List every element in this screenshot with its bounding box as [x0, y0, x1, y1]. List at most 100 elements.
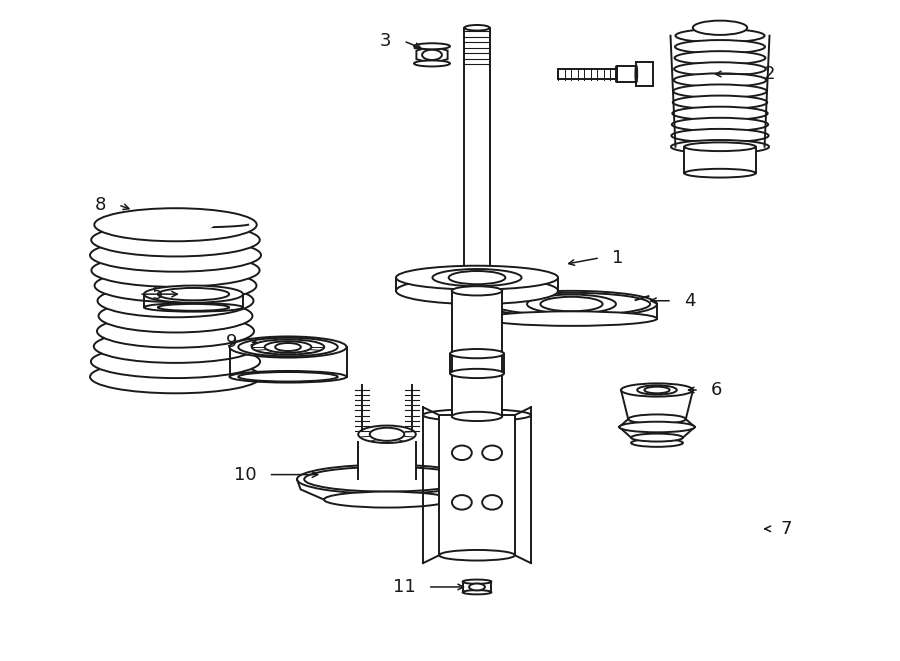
Text: 10: 10: [234, 465, 256, 484]
Ellipse shape: [619, 422, 695, 432]
Ellipse shape: [90, 360, 261, 393]
Ellipse shape: [414, 43, 450, 50]
Ellipse shape: [673, 73, 767, 87]
Text: 7: 7: [780, 520, 792, 538]
Ellipse shape: [396, 278, 558, 304]
Text: 1: 1: [612, 249, 624, 267]
Ellipse shape: [684, 142, 756, 151]
Text: 2: 2: [763, 65, 775, 83]
Ellipse shape: [631, 434, 683, 442]
Ellipse shape: [230, 336, 346, 358]
Ellipse shape: [486, 291, 657, 317]
Ellipse shape: [493, 293, 650, 315]
Ellipse shape: [452, 446, 472, 460]
Ellipse shape: [94, 330, 257, 363]
Ellipse shape: [238, 338, 338, 356]
Ellipse shape: [448, 271, 506, 284]
Bar: [450, 354, 504, 373]
Ellipse shape: [464, 25, 490, 30]
Ellipse shape: [628, 414, 686, 424]
Bar: [463, 582, 491, 592]
Ellipse shape: [450, 349, 504, 358]
Ellipse shape: [358, 426, 416, 443]
Text: 11: 11: [393, 578, 416, 596]
Ellipse shape: [238, 372, 338, 381]
Ellipse shape: [97, 284, 254, 317]
Ellipse shape: [482, 446, 502, 460]
Ellipse shape: [265, 341, 311, 353]
Bar: [396, 278, 558, 291]
Ellipse shape: [644, 387, 670, 393]
Ellipse shape: [452, 495, 472, 510]
Ellipse shape: [324, 492, 450, 508]
Ellipse shape: [631, 439, 683, 447]
Ellipse shape: [137, 217, 214, 233]
Ellipse shape: [144, 303, 243, 311]
Bar: [616, 65, 636, 83]
Ellipse shape: [673, 96, 767, 109]
Bar: [619, 390, 695, 443]
Ellipse shape: [675, 51, 765, 65]
Ellipse shape: [463, 580, 491, 584]
Ellipse shape: [422, 50, 442, 60]
Ellipse shape: [230, 371, 346, 383]
Bar: [558, 69, 616, 79]
Ellipse shape: [450, 369, 504, 378]
Ellipse shape: [693, 20, 747, 35]
Ellipse shape: [297, 465, 477, 494]
Bar: [439, 415, 515, 555]
Ellipse shape: [396, 266, 558, 290]
Ellipse shape: [452, 412, 502, 421]
Ellipse shape: [463, 590, 491, 594]
Ellipse shape: [482, 495, 502, 510]
Ellipse shape: [144, 286, 243, 303]
Ellipse shape: [675, 40, 765, 54]
Ellipse shape: [674, 62, 766, 76]
Ellipse shape: [414, 60, 450, 67]
Text: 6: 6: [711, 381, 723, 399]
Ellipse shape: [252, 339, 324, 355]
Ellipse shape: [469, 584, 485, 590]
Ellipse shape: [671, 129, 769, 142]
Ellipse shape: [439, 550, 515, 561]
Bar: [452, 291, 502, 416]
Text: 8: 8: [94, 196, 106, 214]
Polygon shape: [417, 46, 447, 63]
Ellipse shape: [675, 29, 764, 42]
Bar: [616, 69, 648, 79]
Text: 3: 3: [380, 32, 392, 50]
Bar: [684, 147, 756, 173]
Bar: [464, 28, 490, 357]
Ellipse shape: [91, 223, 260, 256]
Ellipse shape: [158, 288, 230, 300]
Ellipse shape: [637, 385, 677, 395]
Ellipse shape: [671, 140, 769, 153]
Ellipse shape: [672, 106, 768, 120]
Ellipse shape: [540, 297, 603, 311]
Text: 4: 4: [684, 292, 696, 310]
Bar: [358, 434, 416, 479]
Ellipse shape: [423, 409, 531, 421]
Ellipse shape: [90, 239, 261, 272]
Ellipse shape: [94, 269, 256, 302]
Ellipse shape: [92, 254, 259, 287]
Ellipse shape: [635, 65, 637, 83]
Text: 9: 9: [226, 333, 238, 352]
Ellipse shape: [370, 428, 404, 441]
Ellipse shape: [304, 467, 470, 492]
Ellipse shape: [621, 383, 693, 397]
Ellipse shape: [486, 311, 657, 326]
Ellipse shape: [275, 343, 301, 351]
Ellipse shape: [97, 315, 254, 348]
Ellipse shape: [527, 295, 616, 313]
Ellipse shape: [452, 286, 502, 295]
Bar: [230, 347, 346, 377]
Bar: [636, 62, 652, 86]
Ellipse shape: [98, 299, 253, 332]
Text: 5: 5: [151, 285, 163, 303]
Ellipse shape: [432, 269, 521, 286]
Ellipse shape: [158, 304, 230, 311]
Ellipse shape: [684, 169, 756, 178]
Ellipse shape: [671, 118, 768, 132]
Ellipse shape: [91, 345, 260, 378]
